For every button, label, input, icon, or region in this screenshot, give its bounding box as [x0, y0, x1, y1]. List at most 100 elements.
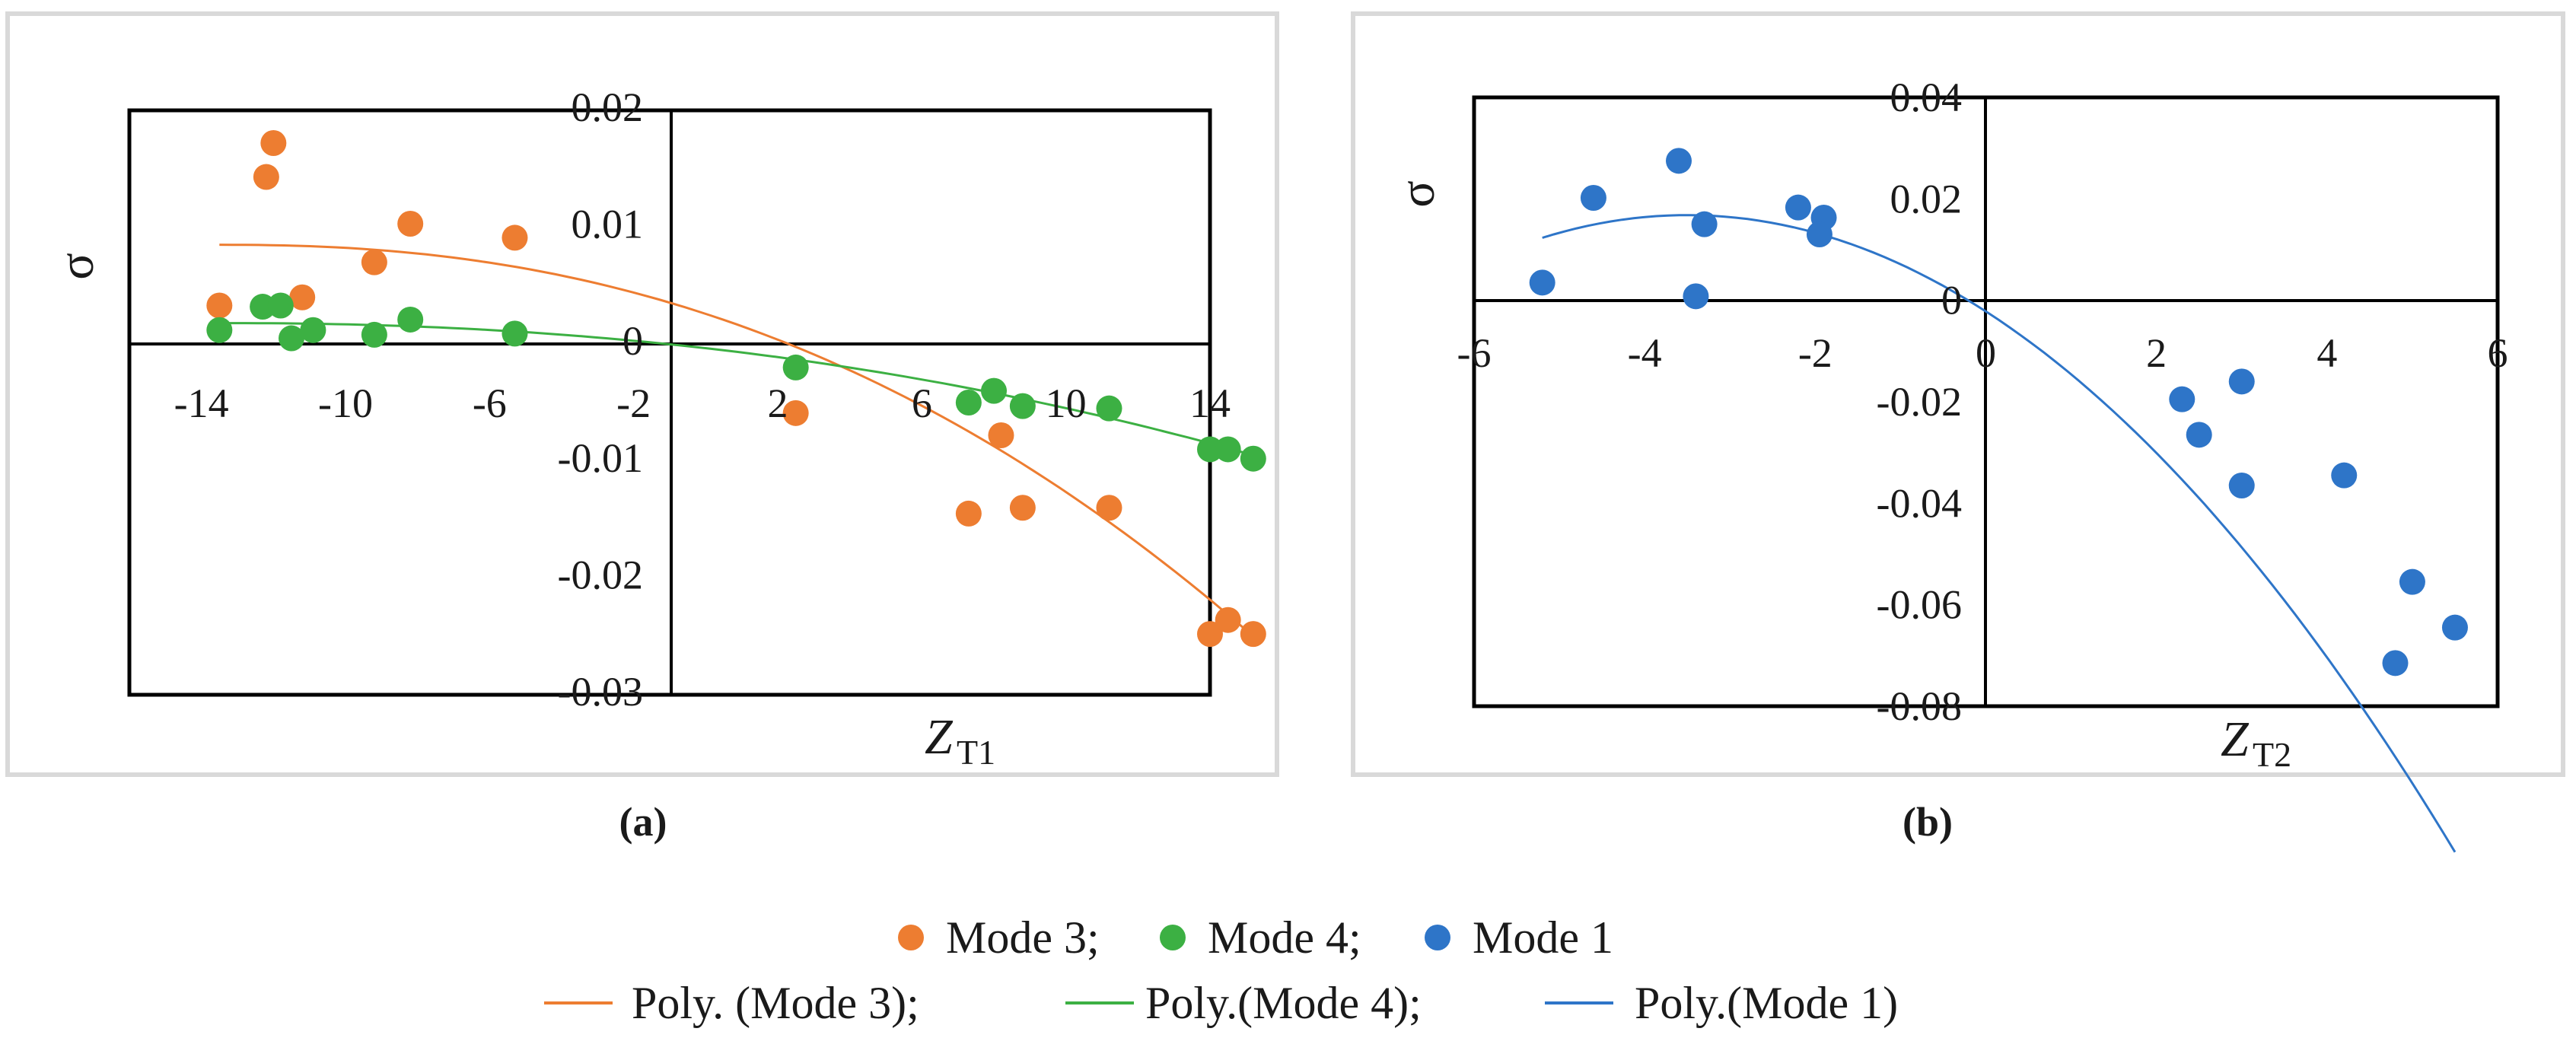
panel-b-y-axis-title: σ [1390, 180, 1445, 208]
panel-b-x-axis-title: Z [2221, 712, 2250, 767]
data-point-mode-4 [279, 325, 304, 352]
legend-label-mode-4: Mode 4; [1208, 912, 1361, 963]
data-point-mode-1 [2399, 568, 2425, 595]
panel-a-x-tick-label: -14 [174, 380, 229, 426]
data-point-mode-1 [2169, 386, 2195, 412]
panel-a-y-tick-labels: 0.02 0.01 0 -0.01 -0.02 -0.03 [558, 84, 643, 715]
panel-a-x-tick-label: 14 [1189, 380, 1231, 426]
panel-a-y-tick-label: -0.03 [558, 669, 643, 715]
data-point-mode-3 [206, 292, 233, 319]
data-point-mode-3 [397, 210, 424, 237]
data-point-mode-4 [502, 320, 528, 347]
panel-a-x-axis-subscript: T1 [957, 733, 995, 772]
data-point-mode-3 [289, 284, 316, 310]
legend-marker-mode-3 [898, 925, 924, 950]
data-point-mode-1 [1785, 194, 1811, 221]
data-point-mode-3 [988, 422, 1014, 449]
panel-b-x-tick-label: 0 [1976, 330, 1996, 376]
data-point-mode-1 [1666, 148, 1692, 174]
data-point-mode-1 [2228, 473, 2255, 498]
data-point-mode-1 [2228, 368, 2255, 395]
data-point-mode-3 [1240, 621, 1266, 648]
panel-b-y-tick-label: -0.04 [1877, 480, 1962, 526]
data-point-mode-3 [955, 500, 982, 527]
panel-a-y-axis-title: σ [49, 253, 104, 280]
data-point-mode-1 [2441, 614, 2468, 641]
panel-a-x-tick-label: 2 [768, 380, 788, 426]
panel-b-y-tick-label: -0.08 [1877, 683, 1962, 729]
panel-b-y-tick-label: 0.04 [1890, 75, 1963, 120]
panel-b-x-tick-label: 2 [2146, 330, 2167, 376]
legend-label-poly-mode-3: Poly. (Mode 3); [632, 978, 919, 1028]
panel-a-frame [5, 11, 1279, 777]
data-point-mode-1 [1529, 269, 1555, 296]
panel-b-points [1529, 148, 2468, 677]
data-point-mode-3 [260, 130, 287, 157]
panel-b-x-tick-label: -4 [1628, 330, 1662, 376]
fit-line-mode-1 [1542, 214, 2457, 853]
legend-marker-mode-1 [1425, 925, 1450, 950]
panel-b-y-tick-label: -0.06 [1877, 582, 1962, 628]
data-point-mode-4 [1009, 393, 1036, 419]
data-point-mode-3 [253, 164, 279, 190]
fit-line-mode-3 [219, 244, 1254, 638]
data-point-mode-4 [267, 292, 294, 319]
legend-marker-mode-4 [1160, 925, 1186, 950]
panel-a-label: (a) [619, 799, 667, 845]
data-point-mode-3 [1096, 495, 1122, 521]
panel-a-x-axis-title: Z [925, 709, 954, 765]
data-point-mode-4 [782, 354, 809, 380]
data-point-mode-3 [1215, 607, 1241, 633]
panel-b-x-axis-subscript: T2 [2253, 735, 2291, 774]
panel-a-x-tick-label: -2 [616, 380, 651, 426]
panel-b: -6 -4 -2 0 2 4 6 0.04 0.02 0 -0.02 -0.04 -0.06 -0.08… [1351, 11, 2565, 853]
panel-b-y-tick-label: 0 [1941, 278, 1962, 323]
panel-b-y-tick-labels: 0.04 0.02 0 -0.02 -0.04 -0.06 -0.08 [1877, 75, 1962, 729]
legend: Mode 3; Mode 4; Mode 1 Poly. (Mode 3); P… [544, 912, 1898, 1028]
legend-label-mode-1: Mode 1 [1473, 912, 1613, 963]
data-point-mode-4 [1197, 436, 1223, 463]
data-point-mode-3 [1197, 621, 1223, 648]
data-point-mode-1 [1580, 185, 1606, 211]
panel-b-x-tick-label: 6 [2488, 330, 2508, 376]
data-point-mode-4 [361, 321, 387, 348]
panel-b-x-tick-label: -2 [1798, 330, 1832, 376]
panel-a-y-tick-label: -0.01 [558, 435, 643, 481]
panel-a-y-tick-label: -0.02 [558, 552, 643, 597]
panel-b-fit-lines [1542, 214, 2457, 853]
data-point-mode-1 [2331, 462, 2358, 489]
panel-b-y-tick-label: 0.02 [1890, 176, 1963, 221]
data-point-mode-4 [981, 377, 1007, 404]
panel-a-y-tick-label: 0.02 [572, 84, 644, 130]
legend-label-mode-3: Mode 3; [946, 912, 1100, 963]
data-point-mode-4 [1215, 436, 1241, 463]
panel-a-x-tick-label: -10 [318, 380, 373, 426]
legend-label-poly-mode-1: Poly.(Mode 1) [1635, 978, 1898, 1028]
data-point-mode-3 [782, 400, 809, 426]
panel-a: -14 -10 -6 -2 2 6 10 14 0.02 0.01 0 -0.01 -0.02 -0.0… [5, 11, 1279, 845]
panel-b-x-tick-label: -6 [1457, 330, 1492, 376]
data-point-mode-1 [2382, 650, 2409, 677]
panel-b-x-tick-labels: -6 -4 -2 0 2 4 6 [1457, 330, 2508, 376]
data-point-mode-4 [397, 306, 424, 333]
data-point-mode-4 [955, 390, 982, 415]
panel-b-label: (b) [1903, 799, 1953, 845]
fit-line-mode-4 [219, 322, 1254, 457]
panel-a-y-tick-label: 0.01 [572, 202, 644, 247]
panel-b-frame [1351, 11, 2565, 777]
data-point-mode-3 [1009, 495, 1036, 521]
data-point-mode-1 [1691, 211, 1718, 237]
panel-a-y-tick-label: 0 [623, 318, 643, 364]
panel-b-y-tick-label: -0.02 [1877, 379, 1962, 425]
panel-a-x-tick-labels: -14 -10 -6 -2 2 6 10 14 [174, 380, 1231, 426]
data-point-mode-4 [1096, 395, 1122, 422]
panel-a-fit-lines [219, 244, 1254, 638]
data-point-mode-3 [361, 249, 387, 275]
data-point-mode-4 [300, 317, 326, 343]
panel-a-points [206, 130, 1266, 648]
panel-a-x-tick-label: -6 [473, 380, 507, 426]
data-point-mode-1 [2186, 422, 2212, 448]
data-point-mode-4 [1240, 445, 1266, 472]
panel-a-x-tick-label: 6 [912, 380, 932, 426]
